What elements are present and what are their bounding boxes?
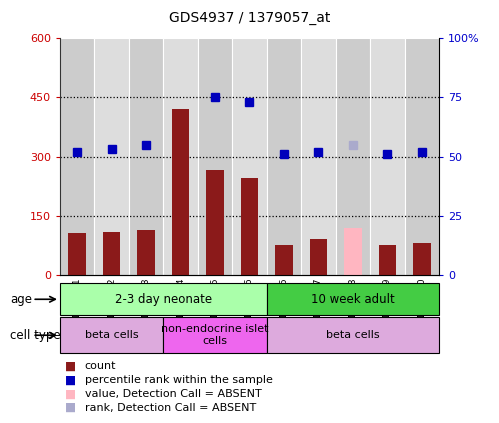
Text: beta cells: beta cells — [326, 330, 380, 340]
Bar — [207, 170, 224, 275]
Bar — [198, 38, 232, 275]
Bar — [379, 245, 396, 275]
Bar — [163, 317, 267, 353]
Text: 2-3 day neonate: 2-3 day neonate — [115, 293, 212, 306]
Bar — [344, 228, 362, 275]
Text: ■: ■ — [65, 360, 76, 372]
Bar — [267, 317, 439, 353]
Bar — [232, 38, 267, 275]
Text: ■: ■ — [65, 374, 76, 386]
Bar — [336, 38, 370, 275]
Text: ■: ■ — [65, 401, 76, 414]
Bar — [94, 38, 129, 275]
Bar — [163, 38, 198, 275]
Bar — [267, 283, 439, 315]
Bar — [413, 243, 431, 275]
Bar — [60, 317, 163, 353]
Text: non-endocrine islet
cells: non-endocrine islet cells — [161, 324, 269, 346]
Text: value, Detection Call = ABSENT: value, Detection Call = ABSENT — [85, 389, 261, 399]
Text: percentile rank within the sample: percentile rank within the sample — [85, 375, 273, 385]
Bar — [370, 38, 405, 275]
Text: cell type: cell type — [10, 329, 60, 342]
Text: count: count — [85, 361, 116, 371]
Bar — [405, 38, 439, 275]
Bar — [60, 283, 267, 315]
Bar — [129, 38, 163, 275]
Text: 10 week adult: 10 week adult — [311, 293, 395, 306]
Bar — [137, 230, 155, 275]
Text: GDS4937 / 1379057_at: GDS4937 / 1379057_at — [169, 11, 330, 25]
Text: age: age — [10, 293, 32, 305]
Text: ■: ■ — [65, 387, 76, 400]
Bar — [241, 178, 258, 275]
Bar — [275, 245, 292, 275]
Bar — [68, 233, 86, 275]
Bar — [103, 232, 120, 275]
Bar — [301, 38, 336, 275]
Bar — [310, 239, 327, 275]
Bar — [172, 109, 189, 275]
Bar — [60, 38, 94, 275]
Bar — [267, 38, 301, 275]
Text: rank, Detection Call = ABSENT: rank, Detection Call = ABSENT — [85, 403, 256, 413]
Text: beta cells: beta cells — [85, 330, 138, 340]
